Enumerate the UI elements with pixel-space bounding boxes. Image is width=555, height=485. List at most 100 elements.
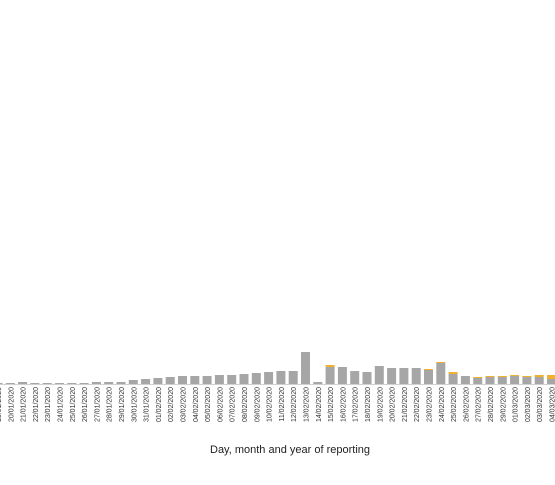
- bar-gray-32: [387, 368, 396, 384]
- bar-orange-41: [498, 376, 507, 377]
- bar-gray-7: [80, 383, 89, 384]
- bar-gray-20: [240, 374, 249, 384]
- bar-gray-6: [67, 383, 76, 384]
- bar-orange-42: [510, 375, 519, 376]
- x-tick-label-18: 06/02/2020: [217, 387, 224, 422]
- bar-orange-27: [326, 365, 335, 367]
- x-tick-label-0: 19/01/2020: [0, 387, 3, 422]
- bar-gray-8: [92, 382, 101, 384]
- x-tick-label-40: 28/02/2020: [488, 387, 495, 422]
- bar-gray-39: [473, 378, 482, 384]
- bar-gray-16: [190, 376, 199, 384]
- x-tick-label-21: 09/02/2020: [254, 387, 261, 422]
- bar-gray-35: [424, 370, 433, 384]
- bar-orange-44: [535, 375, 544, 377]
- bar-gray-23: [276, 371, 285, 384]
- x-tick-label-1: 20/01/2020: [8, 387, 15, 422]
- x-tick-label-29: 17/02/2020: [353, 387, 360, 422]
- bar-gray-4: [43, 383, 52, 384]
- x-tick-label-2: 21/01/2020: [21, 387, 28, 422]
- bar-orange-40: [486, 376, 495, 377]
- bar-gray-26: [313, 382, 322, 384]
- bar-gray-31: [375, 366, 384, 384]
- x-tick-label-37: 25/02/2020: [451, 387, 458, 422]
- x-tick-label-10: 29/01/2020: [119, 387, 126, 422]
- x-tick-label-17: 05/02/2020: [205, 387, 212, 422]
- bar-gray-13: [153, 378, 162, 384]
- bar-gray-25: [301, 352, 310, 384]
- bar-gray-45: [547, 379, 555, 384]
- bar-gray-37: [449, 374, 458, 384]
- bar-gray-9: [104, 382, 113, 384]
- x-tick-label-26: 14/02/2020: [316, 387, 323, 422]
- bar-gray-3: [30, 383, 39, 384]
- x-tick-label-43: 02/03/2020: [525, 387, 532, 422]
- x-tick-label-11: 30/01/2020: [131, 387, 138, 422]
- bar-gray-44: [535, 377, 544, 384]
- bar-gray-40: [486, 377, 495, 384]
- bar-gray-17: [203, 376, 212, 384]
- bar-gray-36: [436, 363, 445, 384]
- bar-gray-21: [252, 373, 261, 384]
- x-tick-label-33: 21/02/2020: [402, 387, 409, 422]
- x-tick-label-22: 10/02/2020: [267, 387, 274, 422]
- bar-gray-14: [166, 377, 175, 384]
- bar-gray-22: [264, 372, 273, 384]
- bar-gray-18: [215, 375, 224, 384]
- x-tick-label-24: 12/02/2020: [291, 387, 298, 422]
- bar-gray-28: [338, 367, 347, 384]
- bar-gray-1: [6, 383, 15, 384]
- x-tick-label-27: 15/02/2020: [328, 387, 335, 422]
- bar-gray-30: [363, 372, 372, 384]
- bar-gray-29: [350, 371, 359, 384]
- x-tick-label-9: 28/01/2020: [107, 387, 114, 422]
- x-tick-label-6: 25/01/2020: [70, 387, 77, 422]
- bar-gray-41: [498, 377, 507, 384]
- x-tick-label-20: 08/02/2020: [242, 387, 249, 422]
- x-tick-label-23: 11/02/2020: [279, 387, 286, 422]
- x-tick-label-44: 03/03/2020: [537, 387, 544, 422]
- bar-gray-38: [461, 376, 470, 384]
- bar-orange-36: [436, 362, 445, 363]
- bar-gray-15: [178, 376, 187, 384]
- x-tick-label-42: 01/03/2020: [513, 387, 520, 422]
- bar-orange-37: [449, 372, 458, 374]
- x-tick-label-38: 26/02/2020: [463, 387, 470, 422]
- x-tick-label-14: 02/02/2020: [168, 387, 175, 422]
- x-tick-label-35: 23/02/2020: [427, 387, 434, 422]
- x-tick-label-36: 24/02/2020: [439, 387, 446, 422]
- x-tick-label-32: 20/02/2020: [390, 387, 397, 422]
- bar-orange-45: [547, 375, 555, 379]
- x-tick-label-4: 23/01/2020: [45, 387, 52, 422]
- x-tick-label-8: 27/01/2020: [94, 387, 101, 422]
- x-tick-label-25: 13/02/2020: [304, 387, 311, 422]
- x-tick-label-39: 27/02/2020: [476, 387, 483, 422]
- x-tick-label-30: 18/02/2020: [365, 387, 372, 422]
- x-tick-label-12: 31/01/2020: [144, 387, 151, 422]
- x-tick-label-3: 22/01/2020: [33, 387, 40, 422]
- bar-gray-11: [129, 380, 138, 384]
- bar-gray-5: [55, 383, 64, 384]
- bar-gray-33: [399, 368, 408, 384]
- bar-gray-2: [18, 382, 27, 384]
- x-tick-label-5: 24/01/2020: [58, 387, 65, 422]
- bar-gray-19: [227, 375, 236, 384]
- x-tick-label-41: 29/02/2020: [500, 387, 507, 422]
- x-tick-label-16: 04/02/2020: [193, 387, 200, 422]
- bar-gray-27: [326, 367, 335, 384]
- x-tick-label-31: 19/02/2020: [377, 387, 384, 422]
- x-tick-label-28: 16/02/2020: [340, 387, 347, 422]
- x-axis-label: Day, month and year of reporting: [0, 444, 555, 456]
- x-tick-label-34: 22/02/2020: [414, 387, 421, 422]
- x-tick-label-19: 07/02/2020: [230, 387, 237, 422]
- bar-gray-10: [117, 382, 126, 384]
- x-tick-label-13: 01/02/2020: [156, 387, 163, 422]
- bar-orange-43: [522, 376, 531, 377]
- bar-gray-24: [289, 371, 298, 384]
- x-tick-label-7: 26/01/2020: [82, 387, 89, 422]
- bar-gray-34: [412, 368, 421, 384]
- bar-gray-42: [510, 376, 519, 384]
- bar-orange-35: [424, 369, 433, 370]
